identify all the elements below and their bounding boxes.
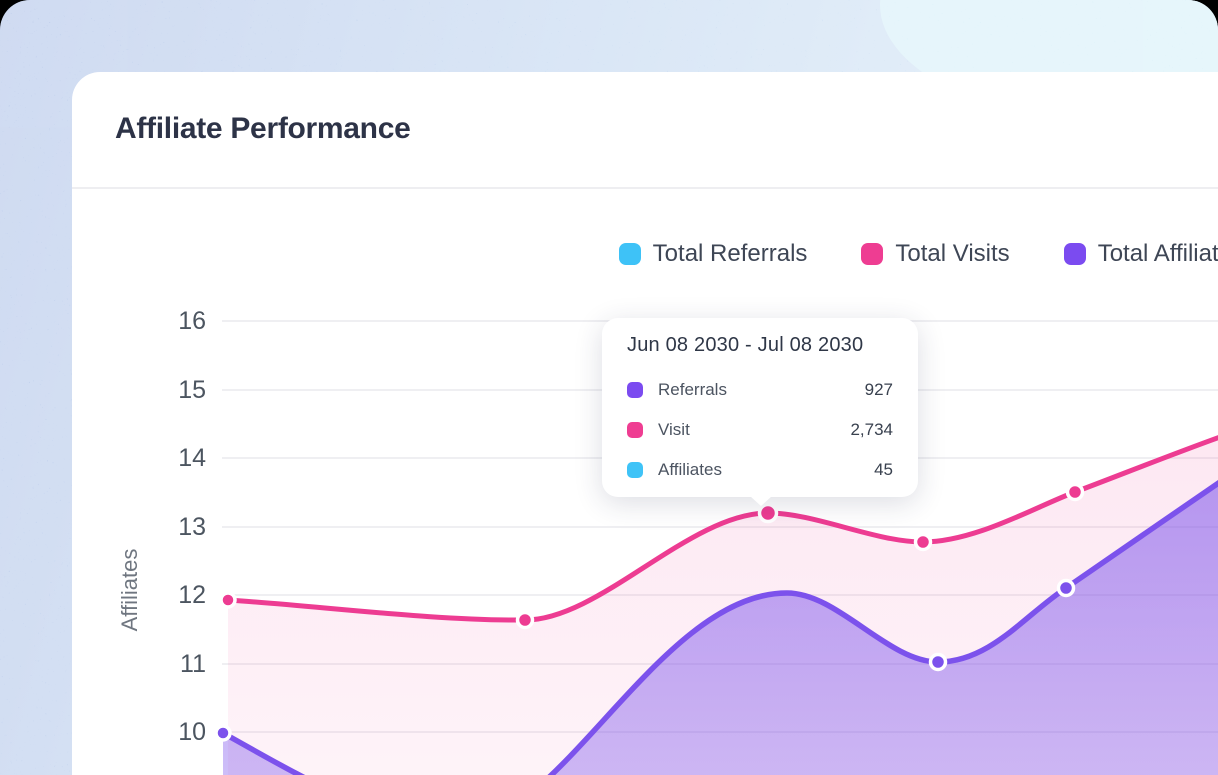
tooltip-row-visit: Visit 2,734: [627, 410, 893, 450]
tooltip-swatch-referrals: [627, 382, 643, 398]
legend-item-total-referrals[interactable]: Total Referrals: [618, 240, 808, 268]
page-title: Affiliate Performance: [115, 112, 411, 145]
legend-label: Total Affiliates: [1097, 240, 1218, 267]
legend-swatch-visits: [861, 243, 884, 265]
tooltip-row-affiliates: Affiliates 45: [627, 450, 893, 490]
total-affiliates-markers: [214, 578, 1076, 742]
y-tick: 12: [178, 581, 206, 609]
y-tick: 10: [178, 718, 206, 746]
tooltip-value: 2,734: [850, 420, 893, 439]
tooltip-label: Referrals: [658, 380, 727, 399]
y-tick: 13: [178, 513, 206, 541]
tooltip-swatch-visit: [627, 422, 643, 438]
tooltip-arrow: [750, 496, 772, 506]
tooltip-rows: Referrals 927 Visit 2,734 Affiliates 45: [627, 370, 893, 490]
tooltip-swatch-affiliates: [627, 462, 643, 478]
legend-item-total-affiliates[interactable]: Total Affiliates: [1063, 240, 1218, 268]
tooltip-label: Affiliates: [658, 460, 722, 479]
chart-tooltip: Jun 08 2030 - Jul 08 2030 Referrals 927 …: [602, 318, 918, 506]
tooltip-label: Visit: [658, 420, 690, 439]
legend-item-total-visits[interactable]: Total Visits: [861, 240, 1010, 268]
y-tick: 16: [178, 307, 206, 335]
total-affiliates-area: [223, 483, 1218, 775]
tooltip-date-range: Jun 08 2030 - Jul 08 2030: [627, 334, 864, 356]
legend-swatch-affiliates: [1063, 243, 1086, 265]
header-divider: [72, 187, 1218, 189]
y-tick: 14: [178, 444, 206, 472]
chart-legend: Total Referrals Total Visits Total Affil…: [618, 240, 1218, 268]
tooltip-value: 927: [864, 380, 893, 399]
y-axis-title: Affiliates: [117, 548, 142, 632]
legend-label: Total Visits: [895, 240, 1010, 267]
tooltip-value: 45: [874, 460, 893, 479]
y-tick: 11: [180, 650, 206, 678]
hovered-point: [757, 502, 779, 524]
total-visits-markers: [219, 482, 1085, 630]
y-tick: 15: [178, 376, 206, 404]
tooltip-row-referrals: Referrals 927: [627, 370, 893, 410]
legend-label: Total Referrals: [652, 240, 808, 267]
legend-swatch-referrals: [618, 243, 641, 265]
